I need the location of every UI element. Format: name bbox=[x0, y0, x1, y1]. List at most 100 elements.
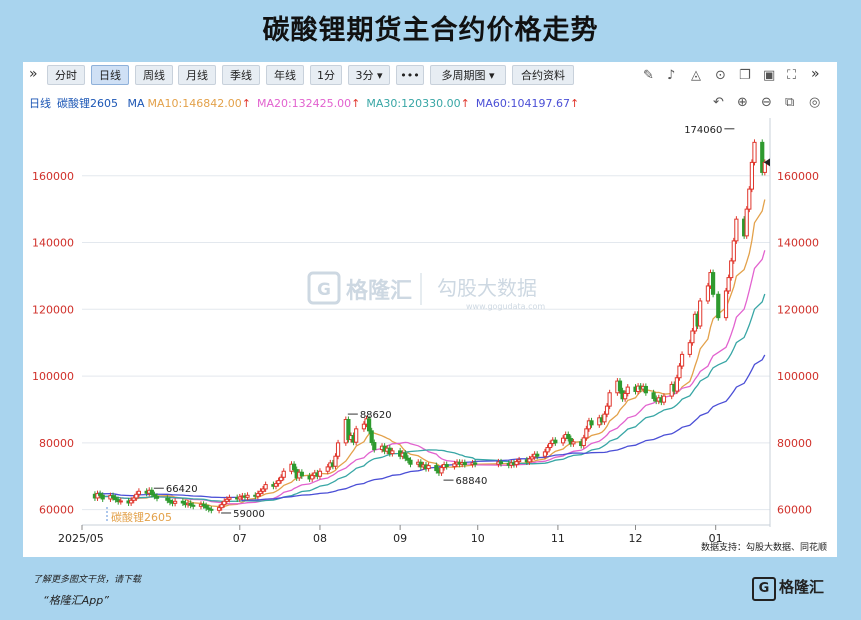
candle-body bbox=[566, 434, 571, 440]
annotation-label: 88620 bbox=[360, 410, 392, 421]
ma-lines bbox=[94, 199, 766, 508]
y-tick-label-right: 100000 bbox=[777, 370, 819, 383]
toolbar: » 分时 日线 周线 月线 季线 年线 1分 3分 ▾ ••• 多周期图 ▾ 合… bbox=[23, 65, 837, 87]
candle-body bbox=[180, 500, 185, 504]
candle-body bbox=[589, 420, 594, 426]
y-tick-label-right: 160000 bbox=[777, 170, 819, 183]
candle-body bbox=[201, 503, 206, 507]
copy-icon[interactable]: ❐ bbox=[739, 68, 751, 83]
candle-body bbox=[224, 498, 229, 502]
indicator-icon[interactable]: ◬ bbox=[691, 68, 701, 83]
candle-body bbox=[369, 430, 374, 444]
candle-body bbox=[227, 497, 232, 500]
contract-info-button[interactable]: 合约资料 bbox=[512, 65, 574, 85]
candle-body bbox=[674, 377, 679, 392]
x-tick-label: 08 bbox=[313, 532, 327, 545]
zoom-out-icon[interactable]: ⊖ bbox=[761, 95, 772, 110]
y-tick-label-left: 80000 bbox=[39, 437, 74, 450]
annotation-label: 66420 bbox=[166, 484, 198, 495]
y-tick-label-left: 160000 bbox=[32, 170, 74, 183]
layout-icon[interactable]: ⧉ bbox=[785, 95, 795, 110]
period-button-minute[interactable]: 分时 bbox=[47, 65, 85, 85]
period-button-1min[interactable]: 1分 bbox=[310, 65, 342, 85]
watermark-brand: 格隆汇 bbox=[346, 278, 412, 304]
expand-left-icon[interactable]: » bbox=[29, 66, 38, 82]
candle-body bbox=[687, 342, 692, 355]
candle-body bbox=[553, 439, 558, 444]
cycle-icon[interactable]: ⊙ bbox=[715, 68, 726, 83]
period-button-quarterly[interactable]: 季线 bbox=[222, 65, 260, 85]
period-button-weekly[interactable]: 周线 bbox=[135, 65, 173, 85]
footer-logo-icon: G bbox=[752, 577, 776, 601]
draw-pen-icon[interactable]: ✎ bbox=[643, 68, 654, 83]
watermark-logo-glyph: G bbox=[317, 280, 331, 300]
fullscreen-icon[interactable]: ⛶ bbox=[787, 68, 797, 83]
candle-body bbox=[752, 141, 757, 163]
annotation-label: 174060 bbox=[684, 125, 722, 136]
candle-body bbox=[204, 505, 209, 509]
candle-body bbox=[571, 441, 576, 445]
candle-body bbox=[273, 483, 279, 487]
candle-body bbox=[219, 504, 224, 509]
footer-line2: “格隆汇App” bbox=[43, 594, 109, 607]
period-dropdown-3min[interactable]: 3分 ▾ bbox=[348, 65, 390, 85]
y-tick-label-left: 120000 bbox=[32, 303, 74, 316]
period-button-monthly[interactable]: 月线 bbox=[178, 65, 216, 85]
candle-body bbox=[255, 493, 260, 497]
watermark-logo-icon bbox=[307, 271, 341, 305]
ma10-value: MA10:146842.00 bbox=[147, 97, 242, 110]
candle-body bbox=[744, 208, 749, 237]
page-title: 碳酸锂期货主合约价格走势 bbox=[262, 15, 599, 46]
period-button-daily[interactable]: 日线 bbox=[91, 65, 129, 85]
candle-body bbox=[154, 495, 160, 499]
candle-body bbox=[749, 161, 754, 190]
period-button-yearly[interactable]: 年线 bbox=[266, 65, 304, 85]
y-tick-label-left: 100000 bbox=[32, 370, 74, 383]
candle-body bbox=[581, 437, 586, 447]
last-price-marker-icon bbox=[764, 158, 770, 167]
candle-body bbox=[716, 293, 721, 319]
candle-body bbox=[527, 458, 532, 463]
screenshot-icon[interactable]: ▣ bbox=[763, 68, 776, 83]
candle-body bbox=[129, 499, 134, 504]
x-tick-label: 09 bbox=[393, 532, 407, 545]
x-tick-label: 01 bbox=[709, 532, 723, 545]
candle-body bbox=[734, 218, 739, 242]
candle-body bbox=[542, 451, 548, 457]
x-tick-label: 10 bbox=[471, 532, 485, 545]
watermark: G 格隆汇 勾股大数据 www.gogudata.com bbox=[307, 271, 545, 311]
y-axis-left: 60000 80000 100000 120000 140000 160000 bbox=[32, 170, 74, 517]
candle-body bbox=[747, 188, 752, 210]
candle-body bbox=[263, 484, 268, 490]
candle-body bbox=[643, 385, 648, 394]
expand-right-icon[interactable]: » bbox=[811, 66, 820, 82]
candle-body bbox=[677, 365, 682, 379]
candle-body bbox=[209, 508, 214, 511]
candle-body bbox=[325, 466, 330, 472]
candle-body bbox=[191, 504, 196, 507]
candle-body bbox=[514, 461, 519, 466]
candle-body bbox=[310, 475, 315, 480]
annotation-label: 68840 bbox=[456, 476, 488, 487]
candle-body bbox=[529, 456, 535, 460]
y-tick-label-left: 60000 bbox=[39, 504, 74, 517]
more-button[interactable]: ••• bbox=[396, 65, 424, 85]
candle-body bbox=[545, 447, 550, 453]
alert-bell-icon[interactable]: ♪ bbox=[667, 68, 676, 83]
candle-body bbox=[584, 428, 589, 439]
undo-icon[interactable]: ↶ bbox=[713, 95, 724, 110]
candle-body bbox=[548, 443, 553, 449]
multi-period-dropdown[interactable]: 多周期图 ▾ bbox=[430, 65, 506, 85]
footer-logo: G 格隆汇 bbox=[752, 576, 824, 601]
candle-body bbox=[434, 465, 439, 472]
candle-body bbox=[134, 493, 139, 499]
settings-icon[interactable]: ◎ bbox=[809, 95, 821, 110]
candle-body bbox=[118, 500, 123, 503]
footer-line1: 了解更多图文干货，请下载 bbox=[33, 575, 142, 585]
candle-body bbox=[335, 442, 341, 457]
candle-body bbox=[426, 465, 431, 470]
footer-logo-text: 格隆汇 bbox=[779, 578, 825, 596]
candle-body bbox=[604, 405, 610, 415]
zoom-in-icon[interactable]: ⊕ bbox=[737, 95, 748, 110]
candle-body bbox=[498, 461, 504, 465]
